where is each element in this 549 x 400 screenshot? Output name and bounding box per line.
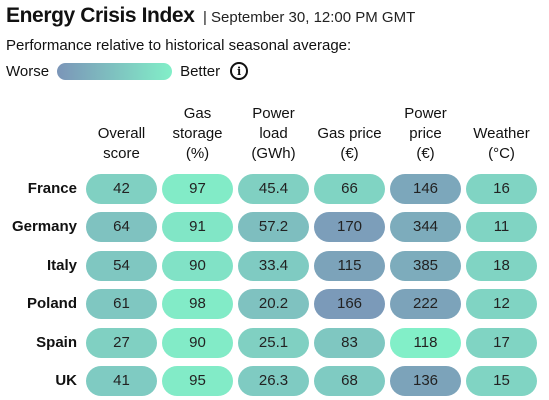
legend-worse-label: Worse bbox=[6, 62, 50, 80]
heatmap-cell: 68 bbox=[314, 366, 385, 396]
heatmap-cell: 115 bbox=[314, 250, 385, 281]
heatmap-cell: 95 bbox=[162, 366, 233, 396]
column-header: Overall score bbox=[97, 125, 146, 162]
heatmap-cell: 41 bbox=[86, 366, 157, 396]
subtitle: Performance relative to historical seaso… bbox=[6, 37, 352, 54]
heatmap-cell: 54 bbox=[86, 250, 157, 281]
heatmap-cell: 11 bbox=[466, 212, 537, 243]
heatmap-cell: 118 bbox=[390, 327, 461, 358]
heatmap-cell: 15 bbox=[466, 366, 537, 396]
heatmap-cell: 57.2 bbox=[238, 212, 309, 243]
heatmap-cell: 42 bbox=[86, 174, 157, 204]
column-header: Weather (°C) bbox=[473, 125, 530, 162]
heatmap-cell: 170 bbox=[314, 212, 385, 243]
heatmap-cell: 18 bbox=[466, 250, 537, 281]
heatmap-cell: 33.4 bbox=[238, 250, 309, 281]
heatmap-cell: 64 bbox=[86, 212, 157, 243]
heatmap-cell: 97 bbox=[162, 174, 233, 204]
timestamp: | September 30, 12:00 PM GMT bbox=[202, 9, 416, 26]
heatmap-cell: 91 bbox=[162, 212, 233, 243]
heatmap-cell: 98 bbox=[162, 289, 233, 320]
heatmap-cell: 66 bbox=[314, 174, 385, 204]
chart-title: Energy Crisis Index bbox=[6, 4, 195, 27]
heatmap-cell: 45.4 bbox=[238, 174, 309, 204]
heatmap-cell: 12 bbox=[466, 289, 537, 320]
row-label: Germany bbox=[11, 218, 77, 236]
column-header: Gas price (€) bbox=[317, 125, 382, 162]
heatmap-cell: 83 bbox=[314, 327, 385, 358]
heatmap-cell: 166 bbox=[314, 289, 385, 320]
heatmap-cell: 344 bbox=[390, 212, 461, 243]
heatmap-cell: 25.1 bbox=[238, 327, 309, 358]
column-header: Power load (GWh) bbox=[251, 105, 296, 162]
heatmap-cell: 385 bbox=[390, 250, 461, 281]
color-legend: Worse Better i bbox=[6, 61, 249, 81]
heatmap-cell: 90 bbox=[162, 250, 233, 281]
header: Energy Crisis Index | September 30, 12:0… bbox=[6, 4, 415, 28]
heatmap-cell: 61 bbox=[86, 289, 157, 320]
info-icon[interactable]: i bbox=[230, 62, 249, 80]
row-label: Spain bbox=[36, 333, 77, 351]
heatmap-cell: 20.2 bbox=[238, 289, 309, 320]
column-header: Power price (€) bbox=[404, 105, 447, 162]
heatmap-cell: 27 bbox=[86, 327, 157, 358]
heatmap-cell: 17 bbox=[466, 327, 537, 358]
column-header: Gas storage (%) bbox=[172, 105, 223, 162]
heatmap-cell: 16 bbox=[466, 174, 537, 204]
heatmap-cell: 26.3 bbox=[238, 366, 309, 396]
heatmap-cell: 146 bbox=[390, 174, 461, 204]
row-label: Poland bbox=[26, 295, 77, 313]
legend-gradient-bar bbox=[57, 62, 173, 80]
heatmap-cell: 136 bbox=[390, 366, 461, 396]
row-label: Italy bbox=[46, 256, 77, 274]
legend-better-label: Better bbox=[180, 62, 221, 80]
row-label: UK bbox=[55, 372, 77, 389]
heatmap-cell: 90 bbox=[162, 327, 233, 358]
heatmap-cell: 222 bbox=[390, 289, 461, 320]
row-label: France bbox=[27, 180, 77, 197]
